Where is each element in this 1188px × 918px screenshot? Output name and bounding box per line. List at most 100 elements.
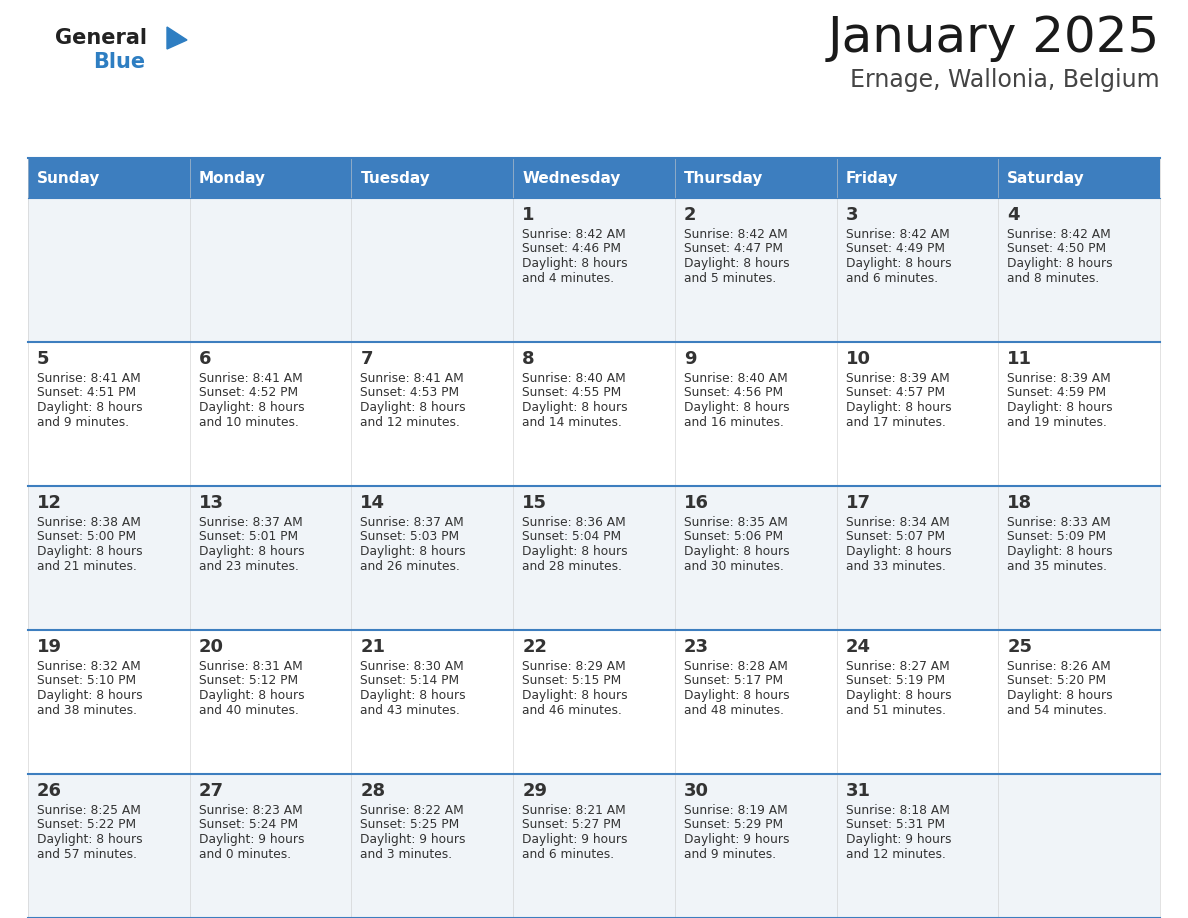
Text: Sunrise: 8:23 AM: Sunrise: 8:23 AM [198, 804, 303, 817]
Text: 7: 7 [360, 350, 373, 368]
Text: Sunset: 4:46 PM: Sunset: 4:46 PM [523, 242, 621, 255]
Text: 31: 31 [846, 782, 871, 800]
Text: and 35 minutes.: and 35 minutes. [1007, 559, 1107, 573]
Text: Daylight: 8 hours: Daylight: 8 hours [198, 401, 304, 414]
Text: and 10 minutes.: and 10 minutes. [198, 416, 298, 429]
Text: 29: 29 [523, 782, 548, 800]
Text: Sunrise: 8:42 AM: Sunrise: 8:42 AM [684, 228, 788, 241]
Text: Sunset: 4:47 PM: Sunset: 4:47 PM [684, 242, 783, 255]
Text: and 38 minutes.: and 38 minutes. [37, 703, 137, 717]
Text: and 16 minutes.: and 16 minutes. [684, 416, 784, 429]
Text: Daylight: 9 hours: Daylight: 9 hours [360, 833, 466, 846]
Text: 11: 11 [1007, 350, 1032, 368]
Text: 10: 10 [846, 350, 871, 368]
Text: Sunset: 4:59 PM: Sunset: 4:59 PM [1007, 386, 1106, 399]
Text: 21: 21 [360, 638, 385, 656]
Text: Sunrise: 8:19 AM: Sunrise: 8:19 AM [684, 804, 788, 817]
Text: Sunset: 5:24 PM: Sunset: 5:24 PM [198, 819, 298, 832]
Bar [29, 486, 1159, 630]
Text: Daylight: 9 hours: Daylight: 9 hours [523, 833, 627, 846]
Text: Sunset: 4:52 PM: Sunset: 4:52 PM [198, 386, 298, 399]
Text: and 3 minutes.: and 3 minutes. [360, 847, 453, 860]
Text: Daylight: 8 hours: Daylight: 8 hours [37, 833, 143, 846]
Text: Daylight: 8 hours: Daylight: 8 hours [523, 401, 627, 414]
Text: Sunday: Sunday [37, 171, 100, 185]
Text: 22: 22 [523, 638, 548, 656]
Text: 18: 18 [1007, 494, 1032, 512]
Text: Sunset: 5:04 PM: Sunset: 5:04 PM [523, 531, 621, 543]
Text: Blue: Blue [93, 52, 145, 72]
Text: Sunrise: 8:25 AM: Sunrise: 8:25 AM [37, 804, 141, 817]
Text: Sunset: 4:53 PM: Sunset: 4:53 PM [360, 386, 460, 399]
Text: and 6 minutes.: and 6 minutes. [523, 847, 614, 860]
Text: Sunrise: 8:21 AM: Sunrise: 8:21 AM [523, 804, 626, 817]
Text: Sunrise: 8:26 AM: Sunrise: 8:26 AM [1007, 660, 1111, 673]
Text: Daylight: 8 hours: Daylight: 8 hours [846, 689, 952, 702]
Text: Sunset: 4:50 PM: Sunset: 4:50 PM [1007, 242, 1106, 255]
Text: and 23 minutes.: and 23 minutes. [198, 559, 298, 573]
Text: Sunset: 5:01 PM: Sunset: 5:01 PM [198, 531, 298, 543]
Text: Daylight: 8 hours: Daylight: 8 hours [684, 257, 790, 270]
Text: Daylight: 8 hours: Daylight: 8 hours [360, 545, 466, 558]
Text: Sunrise: 8:32 AM: Sunrise: 8:32 AM [37, 660, 140, 673]
Text: Sunset: 5:31 PM: Sunset: 5:31 PM [846, 819, 944, 832]
Text: and 9 minutes.: and 9 minutes. [684, 847, 776, 860]
Text: Sunrise: 8:36 AM: Sunrise: 8:36 AM [523, 516, 626, 529]
Text: Sunset: 4:55 PM: Sunset: 4:55 PM [523, 386, 621, 399]
Text: Daylight: 8 hours: Daylight: 8 hours [523, 545, 627, 558]
Text: and 0 minutes.: and 0 minutes. [198, 847, 291, 860]
Text: and 4 minutes.: and 4 minutes. [523, 272, 614, 285]
Text: Sunrise: 8:18 AM: Sunrise: 8:18 AM [846, 804, 949, 817]
Bar [29, 198, 1159, 342]
Text: and 46 minutes.: and 46 minutes. [523, 703, 623, 717]
Text: and 17 minutes.: and 17 minutes. [846, 416, 946, 429]
Text: Daylight: 8 hours: Daylight: 8 hours [37, 401, 143, 414]
Text: Sunset: 5:12 PM: Sunset: 5:12 PM [198, 675, 298, 688]
Text: 20: 20 [198, 638, 223, 656]
Text: 25: 25 [1007, 638, 1032, 656]
Text: and 6 minutes.: and 6 minutes. [846, 272, 937, 285]
Text: Sunset: 5:06 PM: Sunset: 5:06 PM [684, 531, 783, 543]
Text: and 8 minutes.: and 8 minutes. [1007, 272, 1100, 285]
Text: Sunset: 5:09 PM: Sunset: 5:09 PM [1007, 531, 1106, 543]
Text: Sunrise: 8:39 AM: Sunrise: 8:39 AM [1007, 372, 1111, 385]
Text: Daylight: 8 hours: Daylight: 8 hours [1007, 401, 1113, 414]
Text: and 12 minutes.: and 12 minutes. [846, 847, 946, 860]
Text: Sunrise: 8:29 AM: Sunrise: 8:29 AM [523, 660, 626, 673]
Text: and 51 minutes.: and 51 minutes. [846, 703, 946, 717]
Text: Daylight: 9 hours: Daylight: 9 hours [684, 833, 789, 846]
Text: Sunrise: 8:37 AM: Sunrise: 8:37 AM [360, 516, 465, 529]
Text: and 54 minutes.: and 54 minutes. [1007, 703, 1107, 717]
Text: Sunset: 5:14 PM: Sunset: 5:14 PM [360, 675, 460, 688]
Text: and 43 minutes.: and 43 minutes. [360, 703, 460, 717]
Text: Sunset: 5:19 PM: Sunset: 5:19 PM [846, 675, 944, 688]
Text: Sunrise: 8:38 AM: Sunrise: 8:38 AM [37, 516, 141, 529]
Text: 3: 3 [846, 206, 858, 224]
Text: Daylight: 8 hours: Daylight: 8 hours [523, 257, 627, 270]
Bar [29, 158, 1159, 198]
Text: January 2025: January 2025 [828, 14, 1159, 62]
Text: 8: 8 [523, 350, 535, 368]
Text: 26: 26 [37, 782, 62, 800]
Text: and 26 minutes.: and 26 minutes. [360, 559, 460, 573]
Text: Daylight: 8 hours: Daylight: 8 hours [198, 689, 304, 702]
Text: Sunset: 5:22 PM: Sunset: 5:22 PM [37, 819, 137, 832]
Text: and 9 minutes.: and 9 minutes. [37, 416, 129, 429]
Text: Sunset: 5:00 PM: Sunset: 5:00 PM [37, 531, 137, 543]
Text: Sunset: 4:56 PM: Sunset: 4:56 PM [684, 386, 783, 399]
Text: Sunrise: 8:42 AM: Sunrise: 8:42 AM [523, 228, 626, 241]
Text: 30: 30 [684, 782, 709, 800]
Text: 9: 9 [684, 350, 696, 368]
Text: Daylight: 8 hours: Daylight: 8 hours [684, 545, 790, 558]
Text: Sunrise: 8:33 AM: Sunrise: 8:33 AM [1007, 516, 1111, 529]
Text: Sunset: 5:15 PM: Sunset: 5:15 PM [523, 675, 621, 688]
Text: Sunrise: 8:22 AM: Sunrise: 8:22 AM [360, 804, 465, 817]
Text: Daylight: 8 hours: Daylight: 8 hours [37, 689, 143, 702]
Polygon shape [168, 27, 187, 49]
Text: Sunrise: 8:41 AM: Sunrise: 8:41 AM [360, 372, 465, 385]
Text: Ernage, Wallonia, Belgium: Ernage, Wallonia, Belgium [851, 68, 1159, 92]
Text: and 21 minutes.: and 21 minutes. [37, 559, 137, 573]
Text: Daylight: 8 hours: Daylight: 8 hours [846, 401, 952, 414]
Text: 2: 2 [684, 206, 696, 224]
Text: Saturday: Saturday [1007, 171, 1085, 185]
